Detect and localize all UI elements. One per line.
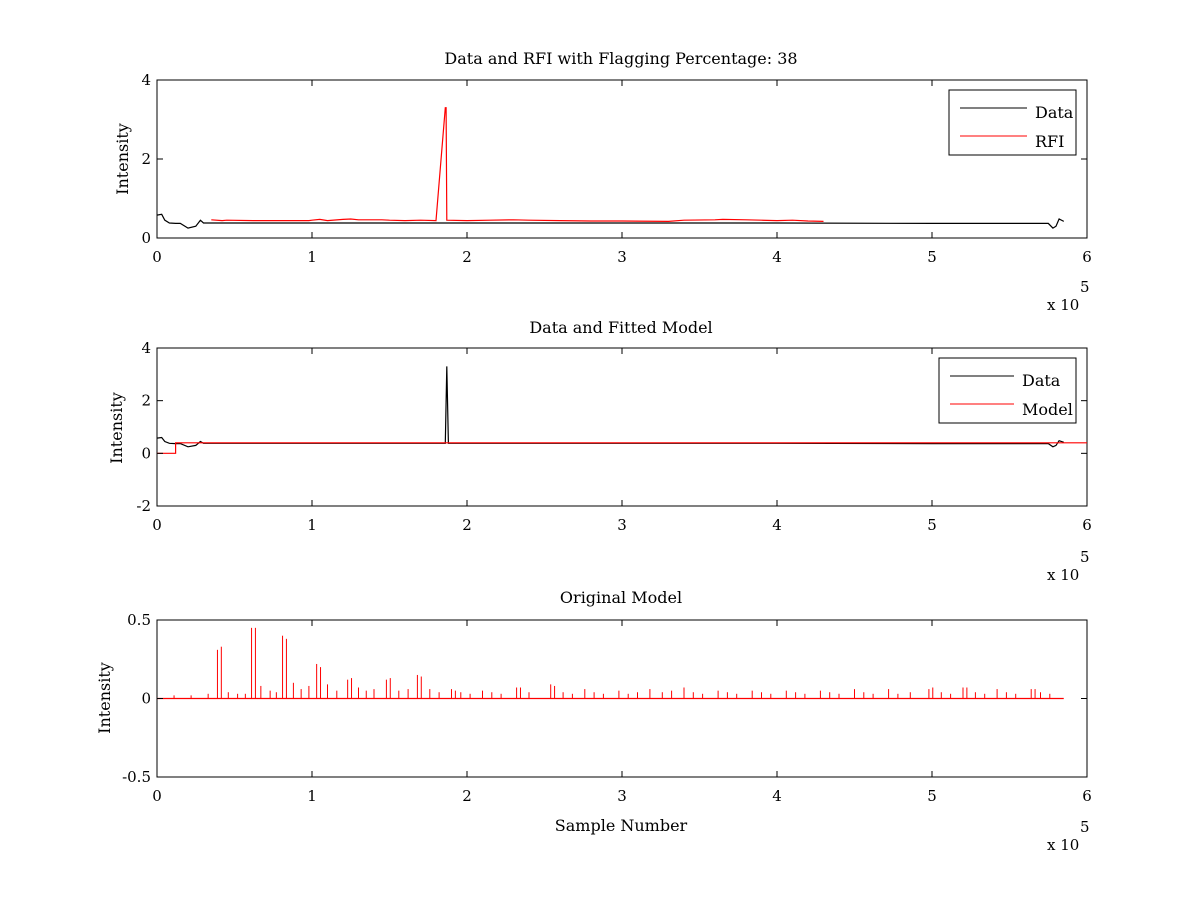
series-layer — [156, 107, 1065, 229]
subplot-title: Original Model — [560, 588, 682, 607]
x-tick-label: 0 — [152, 248, 162, 266]
x-tick-label: 6 — [1082, 516, 1092, 534]
x-tick-label: 4 — [772, 787, 782, 805]
x-multiplier-label: x 10 — [1047, 296, 1079, 314]
x-tick-label: 4 — [772, 516, 782, 534]
subplot-original-model: Original Model 0 1 2 3 4 5 6-0.500.5 Intensity… — [95, 588, 1092, 854]
series-line-data — [156, 213, 1065, 229]
legend-data-label: Data — [1035, 103, 1074, 122]
y-axis-label: Intensity — [113, 123, 132, 195]
x-tick-label: 3 — [617, 248, 627, 266]
x-tick-label: 5 — [927, 787, 937, 805]
legend-box — [948, 89, 1077, 156]
x-tick-label: 6 — [1082, 787, 1092, 805]
subplot-rfi: Data and RFI with Flagging Percentage: 3… — [113, 49, 1092, 314]
y-tick-label: 0 — [141, 690, 151, 708]
y-axis-label: Intensity — [95, 662, 114, 734]
x-tick-label: 1 — [307, 787, 317, 805]
y-tick-label: 2 — [141, 392, 151, 410]
x-tick-label: 2 — [462, 787, 472, 805]
y-tick-label: 0 — [141, 229, 151, 247]
x-multiplier-label: x 10 — [1047, 836, 1079, 854]
y-tick-label: -2 — [136, 497, 151, 515]
series-line-model — [157, 442, 1087, 454]
x-tick-label: 2 — [462, 248, 472, 266]
y-tick-label: -0.5 — [122, 768, 151, 786]
x-multiplier-exponent: 5 — [1080, 818, 1090, 836]
x-tick-label: 5 — [927, 248, 937, 266]
x-tick-label: 1 — [307, 516, 317, 534]
subplot-title: Data and RFI with Flagging Percentage: 3… — [444, 49, 797, 68]
tick-layer: 0 1 2 3 4 5 6 0 2 4 — [141, 71, 1091, 266]
y-tick-label: 0 — [141, 444, 151, 462]
legend-data-label: Data — [1022, 371, 1061, 390]
legend-box — [938, 357, 1077, 424]
series-line-rfi — [211, 107, 824, 223]
x-tick-label: 3 — [617, 787, 627, 805]
legend: Data Model — [938, 357, 1077, 424]
y-tick-label: 0.5 — [127, 611, 151, 629]
legend-rfi-label: RFI — [1035, 132, 1064, 151]
x-multiplier-exponent: 5 — [1080, 278, 1090, 296]
x-tick-label: 0 — [152, 787, 162, 805]
x-multiplier-label: x 10 — [1047, 566, 1079, 584]
series-layer — [157, 627, 1064, 700]
y-tick-label: 2 — [141, 150, 151, 168]
x-axis-label: Sample Number — [555, 816, 688, 835]
series-layer — [156, 366, 1087, 454]
y-tick-label: 4 — [141, 339, 151, 357]
x-tick-label: 5 — [927, 516, 937, 534]
x-tick-label: 1 — [307, 248, 317, 266]
tick-layer: 0 1 2 3 4 5 6-0.500.5 — [122, 611, 1092, 805]
x-tick-label: 4 — [772, 248, 782, 266]
subplot-title: Data and Fitted Model — [529, 318, 712, 337]
x-multiplier-exponent: 5 — [1080, 548, 1090, 566]
x-tick-label: 0 — [152, 516, 162, 534]
y-tick-label: 4 — [141, 71, 151, 89]
y-axis-label: Intensity — [107, 392, 126, 464]
x-tick-label: 2 — [462, 516, 472, 534]
x-tick-label: 3 — [617, 516, 627, 534]
x-tick-label: 6 — [1082, 248, 1092, 266]
legend-model-label: Model — [1022, 400, 1073, 419]
legend: Data RFI — [948, 89, 1077, 156]
